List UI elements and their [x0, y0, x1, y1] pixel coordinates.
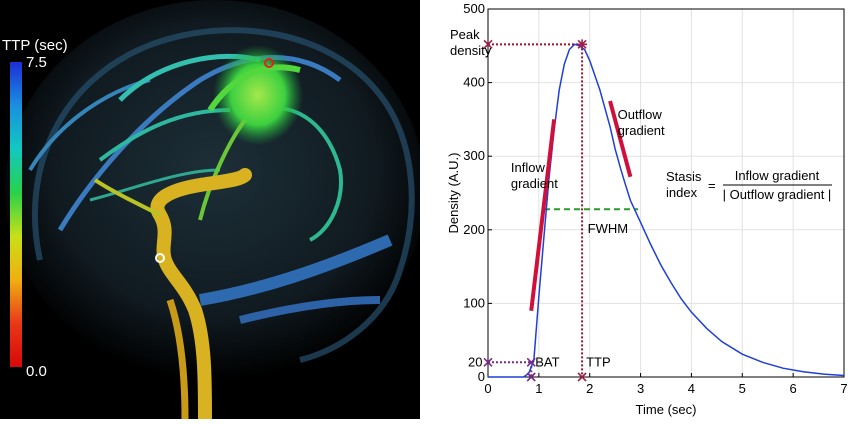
vessel-blue-3 — [239, 296, 381, 324]
baseline-axis-marker — [483, 357, 493, 367]
plot-frame — [487, 8, 845, 378]
stasis-denominator: | Outflow gradient | — [723, 187, 832, 202]
density-chart-panel: 0 1 2 3 4 5 6 7 0 100 200 300 400 500 Time (sec) Densit… — [420, 0, 850, 419]
vessel-yellow-3 — [93, 178, 161, 217]
bat-axis-marker — [526, 372, 536, 382]
fwhm-label: FWHM — [588, 221, 628, 236]
vessel-teal-3 — [89, 168, 221, 202]
carotid-artery — [150, 168, 252, 424]
inflow-gradient-label: Inflow gradient — [511, 160, 558, 191]
skull-outline — [31, 27, 415, 363]
vessel-teal-2 — [98, 108, 231, 162]
vessel-green-1 — [207, 64, 301, 112]
vessel-yellow-2 — [166, 298, 189, 420]
vessel-green-2 — [198, 118, 247, 221]
outflow-gradient-label: Outflow gradient — [618, 107, 665, 138]
peak-marker — [577, 39, 588, 50]
x-tick-label: 7 — [840, 381, 847, 396]
y-tick-label: 500 — [463, 1, 485, 16]
outflow-gradient-line — [608, 100, 633, 178]
green-perfusion — [213, 45, 303, 145]
colorbar-min-label: 0.0 — [26, 363, 47, 380]
x-tick-label: 3 — [637, 381, 644, 396]
x-tick-label: 2 — [586, 381, 593, 396]
vessel-blue-2 — [199, 234, 393, 306]
y-tick-label: 300 — [463, 148, 485, 163]
baseline-value-label: 20 — [468, 354, 482, 369]
stasis-numerator: Inflow gradient — [735, 168, 820, 183]
y-tick-label: 0 — [478, 369, 485, 384]
vessel-blue-1 — [57, 55, 342, 232]
x-tick-label: 0 — [484, 381, 491, 396]
ttp-label: TTP — [586, 354, 611, 369]
y-tick-label: 100 — [463, 295, 485, 310]
density-chart: 0 1 2 3 4 5 6 7 0 100 200 300 400 500 Time (sec) Densit… — [446, 1, 848, 417]
inflow-gradient-line — [529, 119, 557, 311]
peak-density-label: Peak density — [450, 27, 492, 58]
x-axis-label: Time (sec) — [636, 402, 697, 417]
y-axis-label: Density (A.U.) — [446, 153, 461, 234]
y-tick-label: 400 — [463, 75, 485, 90]
colorbar — [10, 62, 22, 367]
x-tick-label: 6 — [790, 381, 797, 396]
stasis-index-label: Stasis index — [666, 169, 702, 200]
peak-density-axis-marker — [483, 39, 493, 49]
colorbar-title: TTP (sec) — [2, 37, 68, 54]
x-tick-label: 1 — [535, 381, 542, 396]
stasis-equals: = — [708, 178, 716, 193]
bat-label: BAT — [535, 354, 559, 369]
roi-red-circle — [264, 58, 274, 68]
x-tick-label: 4 — [688, 381, 695, 396]
x-tick-label: 5 — [739, 381, 746, 396]
y-tick-label: 200 — [463, 222, 485, 237]
roi-white-circle — [155, 253, 165, 263]
angiography-panel: TTP (sec) 7.5 0.0 — [0, 0, 425, 424]
ttp-axis-marker — [577, 372, 587, 382]
angiography-image: TTP (sec) 7.5 0.0 — [0, 0, 425, 424]
colorbar-max-label: 7.5 — [26, 54, 47, 71]
bat-marker — [526, 357, 536, 367]
